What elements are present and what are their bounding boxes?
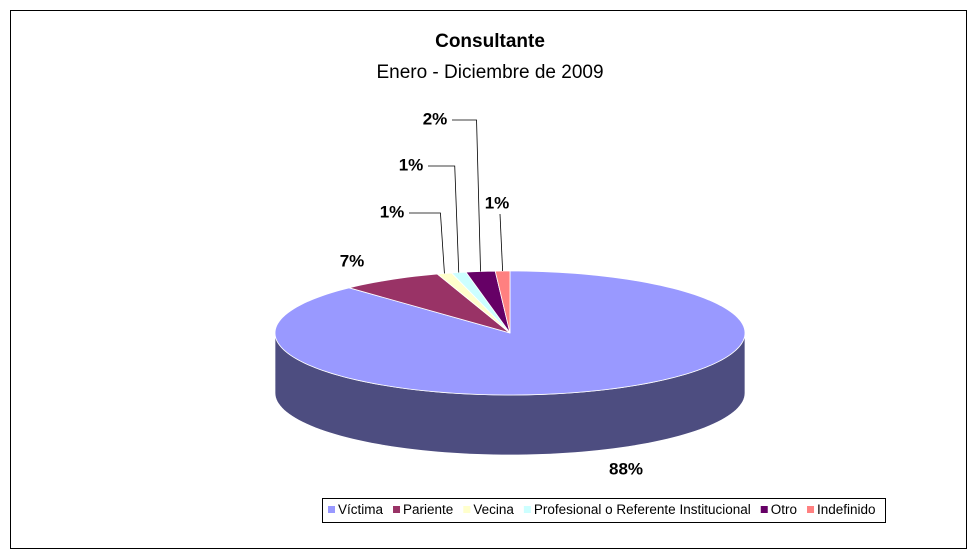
leader-line — [499, 213, 504, 272]
chart-subtitle: Enero - Diciembre de 2009 — [376, 62, 603, 83]
legend-label: Pariente — [403, 502, 453, 517]
legend-label: Profesional o Referente Institucional — [534, 502, 751, 517]
data-label: 2% — [423, 109, 448, 128]
pie-slice — [494, 270, 511, 334]
legend-label: Indefinido — [817, 502, 876, 517]
legend-label: Otro — [771, 502, 797, 517]
leader-line — [452, 119, 481, 272]
legend-swatch — [807, 506, 815, 513]
leader-line — [409, 212, 445, 274]
legend-swatch — [328, 506, 335, 513]
data-label: 88% — [609, 459, 643, 478]
data-label: 1% — [399, 155, 424, 174]
legend-swatch — [463, 506, 471, 513]
chart-title: Consultante — [435, 31, 545, 52]
data-label: 1% — [485, 193, 510, 212]
leader-line — [428, 165, 460, 273]
legend-swatch — [393, 506, 401, 513]
legend-swatch — [523, 506, 531, 513]
legend-label: Víctima — [338, 502, 384, 517]
data-label: 7% — [340, 251, 365, 270]
legend-box — [322, 498, 886, 523]
pie-slice — [347, 273, 511, 334]
legend-swatch — [760, 506, 768, 513]
data-label: 1% — [380, 202, 405, 221]
legend-label: Vecina — [473, 502, 514, 517]
